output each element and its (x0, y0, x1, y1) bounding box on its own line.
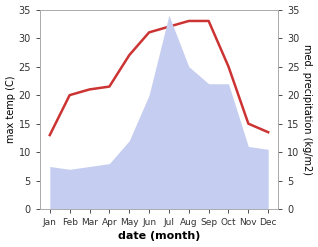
Y-axis label: med. precipitation (kg/m2): med. precipitation (kg/m2) (302, 44, 313, 175)
Y-axis label: max temp (C): max temp (C) (5, 76, 16, 143)
X-axis label: date (month): date (month) (118, 231, 200, 242)
